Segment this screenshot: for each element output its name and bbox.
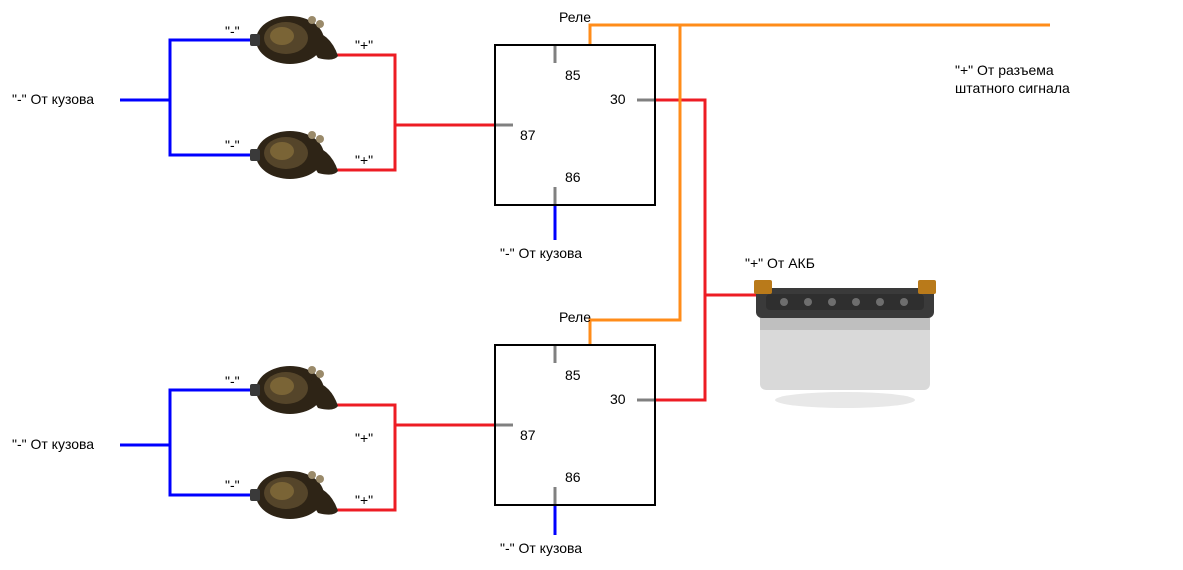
label-plus: "+" — [355, 430, 373, 446]
pin-stubs — [495, 45, 655, 505]
pin-86: 86 — [565, 469, 581, 485]
label-plus: "+" — [355, 37, 373, 53]
horn-icon — [250, 471, 338, 519]
label-minus: "-" — [225, 23, 240, 39]
label-from-battery: "+" От АКБ — [745, 255, 815, 271]
label-minus: "-" — [225, 373, 240, 389]
pin-30: 30 — [610, 91, 626, 107]
blue-wires — [120, 40, 555, 535]
red-wires — [325, 55, 757, 510]
horn-icon — [250, 16, 338, 64]
battery-icon — [754, 280, 936, 408]
label-plus: "+" — [355, 152, 373, 168]
label-from-signal-l1: "+" От разъема — [955, 62, 1054, 78]
pin-86: 86 — [565, 169, 581, 185]
horn-icon — [250, 366, 338, 414]
label-from-body: "-" От кузова — [500, 245, 582, 261]
label-minus: "-" — [225, 137, 240, 153]
label-plus: "+" — [355, 492, 373, 508]
pin-85: 85 — [565, 67, 581, 83]
pin-87: 87 — [520, 427, 536, 443]
label-from-body: "-" От кузова — [500, 540, 582, 556]
label-from-body: "-" От кузова — [12, 91, 94, 107]
relay-title: Реле — [559, 9, 591, 25]
pin-87: 87 — [520, 127, 536, 143]
pin-85: 85 — [565, 367, 581, 383]
label-from-signal-l2: штатного сигнала — [955, 80, 1070, 96]
wiring-diagram: Реле Реле 85 87 30 86 85 87 30 86 "-" От… — [0, 0, 1183, 570]
pin-30: 30 — [610, 391, 626, 407]
label-minus: "-" — [225, 477, 240, 493]
label-from-body: "-" От кузова — [12, 436, 94, 452]
horn-icon — [250, 131, 338, 179]
relay-title: Реле — [559, 309, 591, 325]
